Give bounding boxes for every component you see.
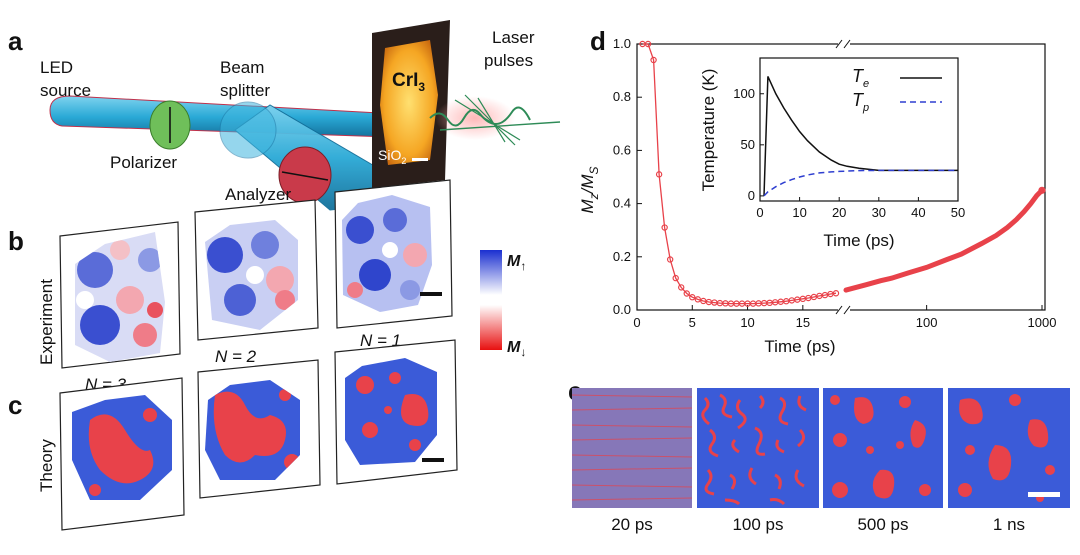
laser-pulses bbox=[429, 94, 561, 146]
inset-x-tick-label: 10 bbox=[792, 205, 806, 220]
analyzer-disc bbox=[278, 146, 332, 204]
colorbar-top-label: M↑ bbox=[507, 253, 526, 273]
experiment-image-n1 bbox=[334, 179, 453, 329]
d-data-point bbox=[678, 284, 685, 291]
temperature-inset: 0 50 100 0 10 20 30 40 50 Time (ps) Temperature… bbox=[699, 57, 965, 250]
d-y-tick-label: 0.2 bbox=[613, 249, 631, 264]
theory-image-n3 bbox=[59, 377, 185, 531]
experiment-image-n2 bbox=[194, 199, 319, 341]
simulation-snapshot-500ps bbox=[823, 388, 943, 508]
legend-te-label: Te bbox=[852, 66, 869, 90]
sample-plate: CrI3 SiO2 bbox=[372, 20, 450, 188]
inset-y-tick-label: 50 bbox=[741, 137, 755, 152]
experiment-image-n3 bbox=[59, 221, 181, 369]
time-label-500ps: 500 ps bbox=[857, 515, 908, 534]
simulation-snapshot-1ns bbox=[948, 388, 1070, 508]
polarizer-label: Polarizer bbox=[110, 153, 177, 172]
inset-frame bbox=[759, 57, 959, 202]
d-data-point bbox=[672, 274, 679, 282]
colorbar: M↑ M↓ bbox=[480, 250, 526, 359]
d-data-point bbox=[666, 256, 674, 263]
d-data-point bbox=[689, 294, 696, 301]
scale-bar-e bbox=[1028, 492, 1060, 497]
scale-bar-c bbox=[422, 458, 444, 462]
simulation-snapshot-100ps bbox=[697, 388, 819, 508]
theory-domain-pattern-n1 bbox=[345, 358, 437, 465]
simulation-snapshot-20ps bbox=[571, 388, 693, 508]
colorbar-bottom-label: M↓ bbox=[507, 339, 526, 359]
theory-domain-pattern-n2 bbox=[205, 380, 300, 480]
panel-label-b: b bbox=[8, 226, 24, 256]
n-label-1: N = 1 bbox=[360, 331, 401, 350]
theory-domain-pattern-n3 bbox=[72, 395, 172, 500]
d-data-point bbox=[832, 290, 840, 297]
d-data-point bbox=[683, 290, 690, 297]
inset-legend: Te Tp bbox=[852, 66, 942, 114]
time-label-20ps: 20 ps bbox=[611, 515, 653, 534]
theory-row-label: Theory bbox=[37, 439, 56, 492]
inset-x-tick-label: 30 bbox=[872, 205, 886, 220]
inset-x-tick-label: 20 bbox=[832, 205, 846, 220]
panel-label-d: d bbox=[590, 26, 606, 56]
experiment-domain-pattern-n1 bbox=[342, 195, 432, 312]
magnetization-chart: 0.00.20.40.60.81.0 0 5 10 15 100 1000 Time (p… bbox=[578, 36, 1056, 356]
inset-y-tick-label: 0 bbox=[748, 188, 755, 203]
inset-x-tick-label: 0 bbox=[756, 205, 763, 220]
analyzer-label: Analyzer bbox=[225, 185, 291, 204]
polarizer-disc bbox=[149, 100, 191, 150]
legend-tp-label: Tp bbox=[852, 90, 869, 114]
d-y-tick-label: 0.6 bbox=[613, 142, 631, 157]
led-label-line1: LED bbox=[40, 58, 73, 77]
d-data-point bbox=[655, 171, 663, 178]
substrate-label: SiO2 bbox=[378, 147, 406, 166]
inset-series-tp bbox=[763, 169, 958, 197]
inset-x-tick-label: 50 bbox=[951, 205, 965, 220]
axis-break-top bbox=[835, 38, 851, 50]
inset-x-tick-label: 40 bbox=[911, 205, 925, 220]
d-x-axis-title: Time (ps) bbox=[764, 337, 835, 356]
inset-y-axis-title: Temperature (K) bbox=[699, 69, 718, 192]
time-label-100ps: 100 ps bbox=[732, 515, 783, 534]
d-x-tick-label: 5 bbox=[689, 315, 696, 330]
d-y-tick-label: 0.8 bbox=[613, 89, 631, 104]
d-y-tick-label: 0.4 bbox=[613, 196, 631, 211]
d-data-point bbox=[1038, 186, 1046, 194]
d-series-line-2 bbox=[843, 187, 1045, 293]
d-data-point bbox=[661, 224, 668, 231]
experiment-domain-pattern-n2 bbox=[205, 220, 298, 330]
d-x-tick-label: 1000 bbox=[1028, 315, 1057, 330]
beam-label-line1: Beam bbox=[220, 58, 264, 77]
axis-break-bottom bbox=[835, 304, 851, 316]
sample-label: CrI3 bbox=[392, 70, 425, 94]
inset-x-axis-title: Time (ps) bbox=[823, 231, 894, 250]
theory-image-n1 bbox=[334, 339, 458, 485]
inset-y-tick-label: 100 bbox=[733, 86, 755, 101]
panel-label-a: a bbox=[8, 26, 23, 56]
led-label-line2: source bbox=[40, 81, 91, 100]
experiment-row-label: Experiment bbox=[37, 279, 56, 365]
n-label-2: N = 2 bbox=[215, 347, 257, 366]
theory-image-n2 bbox=[197, 359, 321, 499]
laser-label-line2: pulses bbox=[484, 51, 533, 70]
scale-bar-b bbox=[420, 292, 442, 296]
d-y-axis-title: Mz/MS bbox=[578, 166, 601, 213]
d-data-point bbox=[650, 56, 657, 64]
d-x-tick-label: 0 bbox=[633, 315, 640, 330]
d-y-tick-label: 0.0 bbox=[613, 302, 631, 317]
d-data-point bbox=[694, 296, 702, 303]
inset-series-te bbox=[763, 76, 958, 196]
panel-label-c: c bbox=[8, 390, 22, 420]
d-x-tick-label: 15 bbox=[796, 315, 810, 330]
beam-label-line2: splitter bbox=[220, 81, 270, 100]
d-data-point bbox=[644, 40, 652, 48]
laser-label-line1: Laser bbox=[492, 28, 535, 47]
d-x-tick-label: 100 bbox=[916, 315, 938, 330]
d-y-tick-label: 1.0 bbox=[613, 36, 631, 51]
d-x-tick-label: 10 bbox=[740, 315, 754, 330]
time-label-1ns: 1 ns bbox=[993, 515, 1025, 534]
